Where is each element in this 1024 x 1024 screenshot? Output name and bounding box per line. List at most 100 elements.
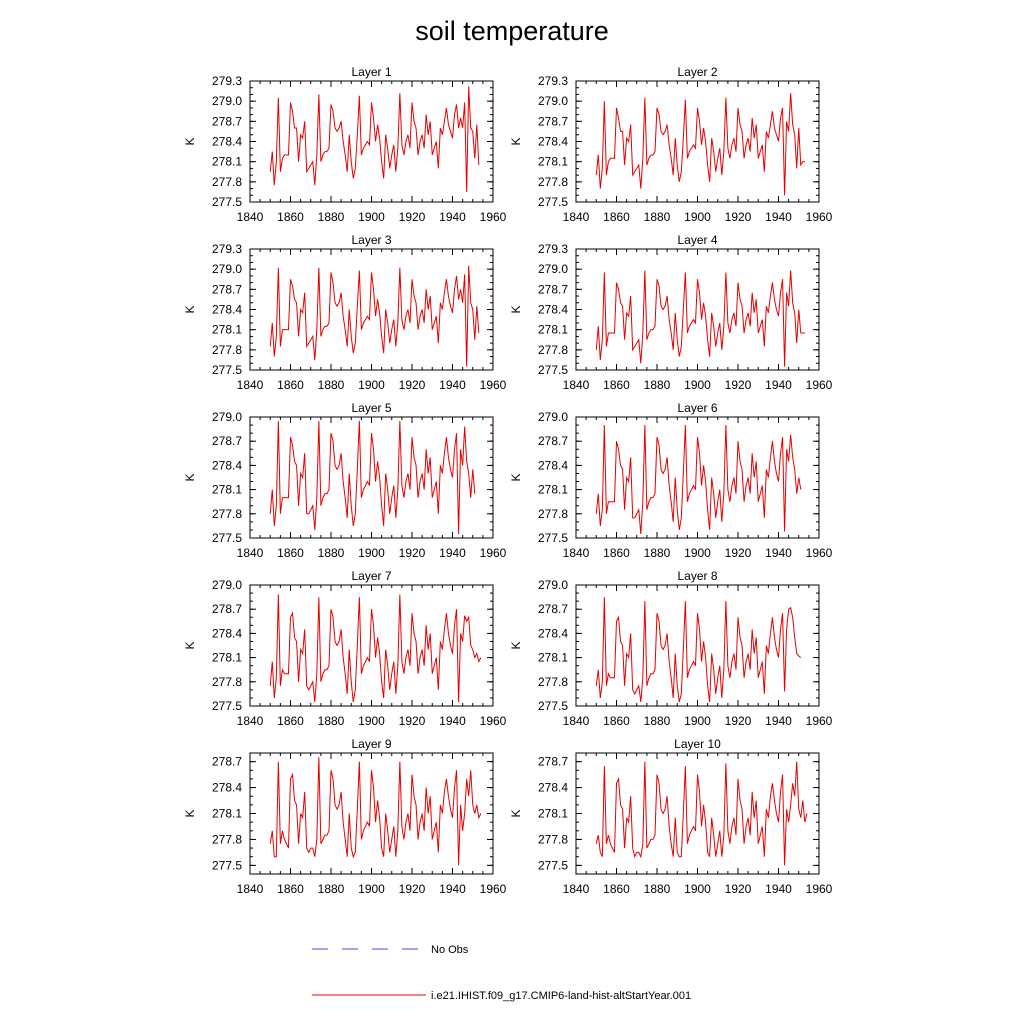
panel-layer-3: Layer 3 K 1840 1860 1880 1900 1920 1940 1960 277.… bbox=[183, 233, 507, 392]
x-tick-label: 1840 bbox=[237, 378, 264, 392]
y-axis-label: K bbox=[183, 137, 197, 145]
plot-frame bbox=[575, 80, 820, 203]
x-tick-label: 1880 bbox=[644, 882, 671, 896]
y-tick-label: 279.0 bbox=[538, 578, 568, 592]
x-tick-label: 1900 bbox=[358, 882, 385, 896]
x-tick-label: 1860 bbox=[277, 378, 304, 392]
panel-layer-10: Layer 10 K 1840 1860 1880 1900 1920 1940 1960 277… bbox=[509, 737, 833, 896]
x-tick-label: 1960 bbox=[480, 210, 507, 224]
x-tick-label: 1920 bbox=[399, 882, 426, 896]
x-tick-label: 1840 bbox=[237, 210, 264, 224]
y-axis-label: K bbox=[509, 305, 523, 313]
y-tick-label: 278.4 bbox=[538, 303, 568, 317]
x-tick-label: 1860 bbox=[603, 714, 630, 728]
y-tick-label: 278.7 bbox=[212, 602, 242, 616]
x-tick-label: 1940 bbox=[439, 546, 466, 560]
x-tick-label: 1920 bbox=[725, 378, 752, 392]
y-axis-label: K bbox=[509, 809, 523, 817]
x-tick-label: 1880 bbox=[318, 546, 345, 560]
y-tick-label: 277.5 bbox=[538, 699, 568, 713]
y-tick-label: 278.1 bbox=[538, 807, 568, 821]
x-tick-label: 1940 bbox=[765, 546, 792, 560]
y-axis-label: K bbox=[509, 473, 523, 481]
y-tick-label: 277.5 bbox=[538, 858, 568, 872]
x-tick-label: 1900 bbox=[358, 210, 385, 224]
x-tick-label: 1940 bbox=[765, 714, 792, 728]
x-tick-label: 1840 bbox=[237, 546, 264, 560]
y-tick-label: 277.5 bbox=[538, 195, 568, 209]
y-tick-label: 279.0 bbox=[212, 262, 242, 276]
x-tick-label: 1860 bbox=[277, 882, 304, 896]
x-tick-label: 1880 bbox=[318, 210, 345, 224]
panels-grid: Layer 1 K 1840 1860 1880 1900 1920 1940 1960 277.… bbox=[183, 65, 833, 896]
x-tick-label: 1840 bbox=[237, 882, 264, 896]
x-tick-label: 1940 bbox=[765, 882, 792, 896]
x-tick-label: 1880 bbox=[318, 882, 345, 896]
y-tick-label: 277.5 bbox=[538, 531, 568, 545]
y-tick-label: 278.7 bbox=[212, 282, 242, 296]
series-line-layer-10 bbox=[595, 761, 808, 866]
x-tick-label: 1860 bbox=[603, 378, 630, 392]
x-tick-label: 1920 bbox=[725, 714, 752, 728]
x-tick-label: 1840 bbox=[563, 546, 590, 560]
y-tick-label: 277.8 bbox=[538, 507, 568, 521]
y-tick-label: 278.4 bbox=[538, 135, 568, 149]
y-tick-label: 278.4 bbox=[212, 135, 242, 149]
plot-frame bbox=[575, 752, 820, 875]
x-tick-label: 1860 bbox=[277, 210, 304, 224]
panel-title: Layer 3 bbox=[351, 233, 391, 247]
panel-layer-8: Layer 8 K 1840 1860 1880 1900 1920 1940 1960 277.… bbox=[509, 569, 833, 728]
series-line-layer-9 bbox=[269, 757, 482, 866]
y-tick-label: 278.4 bbox=[538, 781, 568, 795]
x-tick-label: 1920 bbox=[725, 546, 752, 560]
panel-title: Layer 6 bbox=[677, 401, 717, 415]
y-tick-label: 278.1 bbox=[212, 155, 242, 169]
y-tick-label: 278.4 bbox=[538, 626, 568, 640]
series-line-layer-4 bbox=[595, 270, 805, 367]
series-line-layer-8 bbox=[595, 597, 802, 703]
x-tick-label: 1880 bbox=[318, 378, 345, 392]
panel-layer-9: Layer 9 K 1840 1860 1880 1900 1920 1940 1960 277.… bbox=[183, 737, 507, 896]
x-tick-label: 1900 bbox=[684, 714, 711, 728]
x-tick-label: 1940 bbox=[765, 210, 792, 224]
plot-frame bbox=[249, 584, 494, 707]
x-tick-label: 1920 bbox=[399, 714, 426, 728]
plot-frame bbox=[575, 248, 820, 371]
y-tick-label: 278.7 bbox=[538, 602, 568, 616]
x-tick-label: 1860 bbox=[603, 546, 630, 560]
legend-model-label: i.e21.IHIST.f09_g17.CMIP6-land-hist-altS… bbox=[431, 990, 691, 1002]
y-tick-label: 278.1 bbox=[538, 323, 568, 337]
y-tick-label: 278.1 bbox=[212, 807, 242, 821]
x-tick-label: 1880 bbox=[644, 378, 671, 392]
panel-title: Layer 1 bbox=[351, 65, 391, 79]
y-tick-label: 277.8 bbox=[212, 175, 242, 189]
x-tick-label: 1900 bbox=[358, 714, 385, 728]
x-tick-label: 1880 bbox=[644, 714, 671, 728]
x-tick-label: 1940 bbox=[439, 378, 466, 392]
y-tick-label: 278.4 bbox=[538, 458, 568, 472]
series-line-layer-7 bbox=[269, 594, 482, 703]
y-tick-label: 279.0 bbox=[212, 94, 242, 108]
x-tick-label: 1920 bbox=[725, 210, 752, 224]
x-tick-label: 1940 bbox=[439, 210, 466, 224]
y-tick-label: 279.3 bbox=[212, 242, 242, 256]
y-axis-label: K bbox=[183, 641, 197, 649]
y-tick-label: 278.7 bbox=[212, 434, 242, 448]
x-tick-label: 1860 bbox=[603, 210, 630, 224]
y-tick-label: 277.5 bbox=[212, 858, 242, 872]
y-tick-label: 279.0 bbox=[212, 410, 242, 424]
plot-frame bbox=[249, 248, 494, 371]
panel-layer-7: Layer 7 K 1840 1860 1880 1900 1920 1940 1960 277.… bbox=[183, 569, 507, 728]
y-tick-label: 277.8 bbox=[212, 343, 242, 357]
y-tick-label: 278.4 bbox=[212, 626, 242, 640]
y-tick-label: 278.1 bbox=[538, 155, 568, 169]
y-tick-label: 277.8 bbox=[212, 675, 242, 689]
panel-layer-5: Layer 5 K 1840 1860 1880 1900 1920 1940 1960 277.… bbox=[183, 401, 507, 560]
y-tick-label: 278.7 bbox=[212, 755, 242, 769]
y-tick-label: 279.0 bbox=[538, 94, 568, 108]
x-tick-label: 1840 bbox=[563, 714, 590, 728]
x-tick-label: 1940 bbox=[439, 714, 466, 728]
y-tick-label: 277.8 bbox=[538, 675, 568, 689]
x-tick-label: 1900 bbox=[684, 882, 711, 896]
